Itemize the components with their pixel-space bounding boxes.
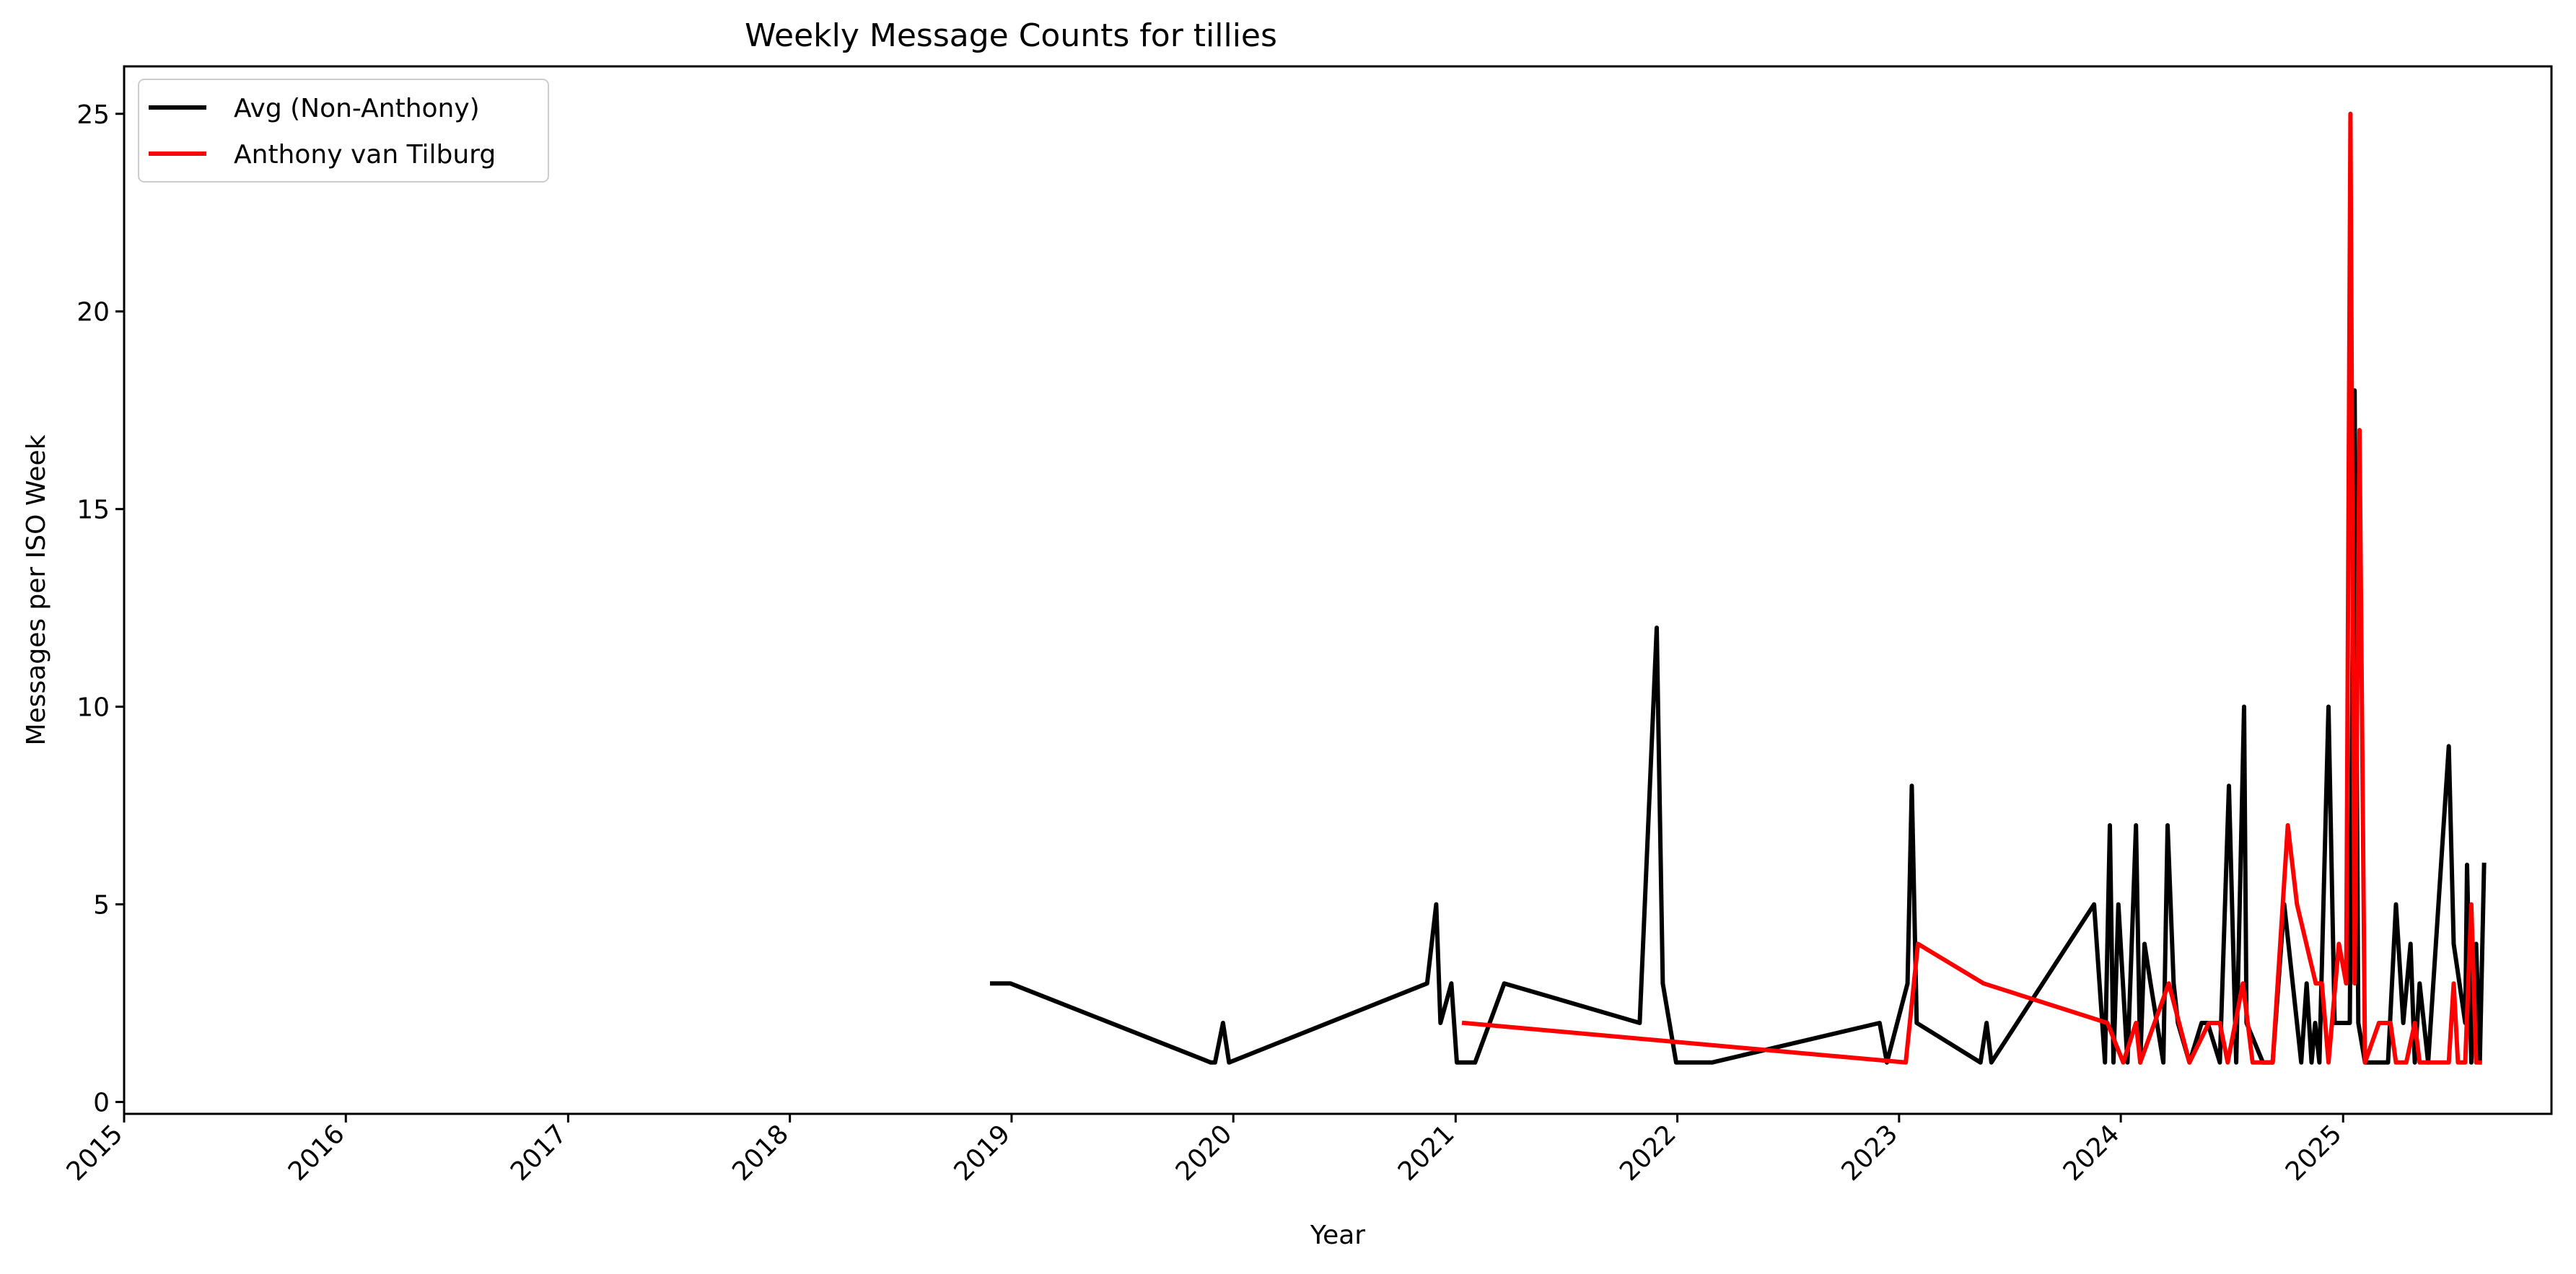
chart-title: Weekly Message Counts for tillies xyxy=(745,17,1277,54)
series-line-1 xyxy=(1461,111,2482,1065)
legend-label-avg: Avg (Non-Anthony) xyxy=(234,94,480,123)
legend: Avg (Non-Anthony) Anthony van Tilburg xyxy=(138,79,549,183)
y-tick-label: 15 xyxy=(76,496,110,525)
y-tick-label: 20 xyxy=(76,298,110,328)
legend-label-anthony: Anthony van Tilburg xyxy=(234,140,496,170)
y-axis: 0 5 10 15 20 25 xyxy=(76,100,124,1118)
y-tick-label: 5 xyxy=(93,891,110,921)
series-line-0 xyxy=(990,388,2487,1065)
series-layer xyxy=(990,111,2487,1065)
y-tick-label: 10 xyxy=(76,693,110,723)
x-axis-label: Year xyxy=(1310,1221,1365,1250)
y-axis-label: Messages per ISO Week xyxy=(22,434,51,745)
plot-frame xyxy=(123,65,2553,1115)
y-tick-label: 0 xyxy=(93,1089,110,1118)
legend-box xyxy=(138,79,549,183)
y-tick-label: 25 xyxy=(76,100,110,130)
